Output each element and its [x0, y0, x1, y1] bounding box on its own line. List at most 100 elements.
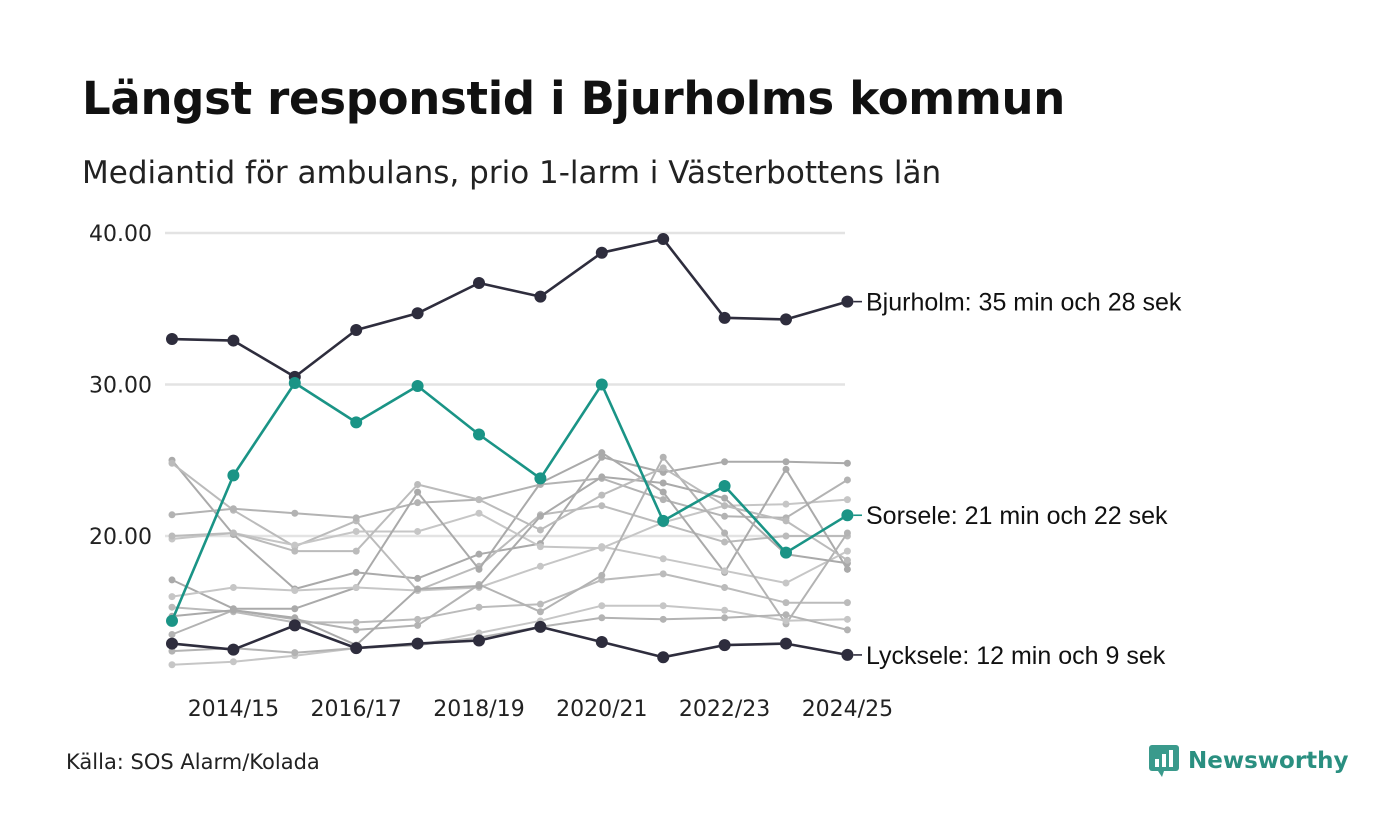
bg-series-point — [168, 661, 176, 669]
series-point — [473, 276, 485, 289]
x-axis-labels: 2014/15 2016/17 2018/19 2020/21 2022/23 2024/… — [188, 697, 893, 722]
bg-series-point — [475, 603, 483, 611]
bg-series-point — [598, 449, 606, 457]
series-end-label: Bjurholm: 35 min och 28 sek — [866, 289, 1182, 317]
bg-series-point — [782, 465, 790, 473]
series-point — [780, 313, 792, 326]
series-point — [166, 637, 178, 650]
bg-series-point — [291, 649, 299, 657]
bg-series-point — [475, 582, 483, 590]
bg-series-line — [171, 466, 848, 562]
bg-series-point — [229, 529, 237, 537]
bg-series-point — [843, 599, 851, 607]
bg-series-point — [168, 459, 176, 467]
y-tick-label: 20.00 — [89, 525, 152, 550]
bg-series-point — [598, 602, 606, 610]
bg-series-point — [659, 570, 667, 578]
series-point — [841, 509, 854, 522]
series-point — [411, 380, 424, 393]
bg-series-point — [843, 529, 851, 537]
x-tick-label: 2018/19 — [433, 697, 524, 722]
bg-series-point — [782, 500, 790, 508]
bg-series-point — [598, 502, 606, 510]
bg-series-point — [168, 576, 176, 584]
bg-series-point — [659, 488, 667, 496]
bg-series-line — [171, 456, 849, 636]
series-point — [473, 634, 485, 647]
bg-series-point — [782, 617, 790, 625]
bg-series-point — [168, 593, 176, 601]
bg-series-point — [659, 615, 667, 623]
bg-series-point — [414, 499, 422, 507]
bg-series-kommun-h — [168, 453, 851, 638]
bg-series-point — [414, 527, 422, 535]
bg-series-point — [414, 574, 422, 582]
bg-series-point — [721, 567, 729, 575]
bg-series-point — [721, 512, 729, 520]
source-note: Källa: SOS Alarm/Kolada — [66, 750, 320, 774]
bg-series-point — [352, 584, 360, 592]
bg-series-point — [536, 600, 544, 608]
series-point — [534, 472, 547, 485]
bg-series-point — [229, 505, 237, 513]
bg-series-line — [171, 477, 848, 519]
bg-series-point — [291, 547, 299, 555]
bg-series-point — [598, 571, 606, 579]
gridlines — [165, 231, 845, 538]
bg-series-line — [171, 545, 848, 598]
bg-series-point — [414, 621, 422, 629]
bg-series-line — [171, 613, 848, 654]
series-point — [780, 637, 792, 650]
bg-series-point — [229, 606, 237, 614]
bg-series-point — [229, 584, 237, 592]
series-point — [657, 651, 670, 664]
chart-subtitle: Mediantid för ambulans, prio 1-larm i Vä… — [82, 155, 942, 191]
bg-series-point — [721, 502, 729, 510]
series-point — [350, 323, 363, 336]
bg-series-point — [229, 658, 237, 666]
bg-series-point — [721, 584, 729, 592]
bg-series-point — [659, 479, 667, 487]
bg-series-point — [843, 556, 851, 564]
bg-series-point — [414, 488, 422, 496]
bg-series-point — [168, 532, 176, 540]
y-tick-label: 40.00 — [89, 222, 152, 247]
bg-series-point — [659, 453, 667, 461]
y-axis-labels: 20.00 30.00 40.00 — [89, 222, 152, 550]
series-point — [288, 619, 301, 632]
series-point — [841, 648, 854, 661]
bg-series-point — [291, 509, 299, 517]
series-end-label: Lycksele: 12 min och 9 sek — [866, 642, 1166, 670]
series-point — [718, 639, 731, 652]
series-point — [411, 637, 424, 650]
bg-series-point — [659, 555, 667, 563]
bg-series-point — [291, 614, 299, 622]
bg-series-point — [721, 538, 729, 546]
series-point — [534, 290, 547, 303]
bg-series-line — [171, 572, 848, 624]
bg-series-point — [352, 626, 360, 634]
bg-series-point — [536, 608, 544, 616]
series-point — [166, 333, 178, 346]
chart-title: Längst responstid i Bjurholms kommun — [82, 72, 1065, 125]
series-point — [595, 246, 608, 259]
series-point — [595, 378, 608, 391]
bg-series-point — [475, 565, 483, 573]
bg-series-point — [291, 541, 299, 549]
bg-series-point — [598, 491, 606, 499]
highlight-labels: Bjurholm: 35 min och 28 sek Sorsele: 21 m… — [853, 289, 1182, 670]
series-point — [411, 307, 424, 320]
bg-series-point — [475, 496, 483, 504]
bg-series-point — [168, 603, 176, 611]
bg-series-point — [782, 517, 790, 525]
series-point — [227, 469, 240, 482]
bg-series-point — [721, 458, 729, 466]
bg-series-point — [536, 512, 544, 520]
x-tick-label: 2024/25 — [802, 697, 893, 722]
bg-series-point — [598, 543, 606, 551]
series-point — [350, 642, 363, 655]
brand: Newsworthy — [1148, 744, 1349, 778]
bg-series-kommun-a — [168, 453, 851, 593]
bg-series-point — [352, 527, 360, 535]
bg-series-point — [782, 532, 790, 540]
